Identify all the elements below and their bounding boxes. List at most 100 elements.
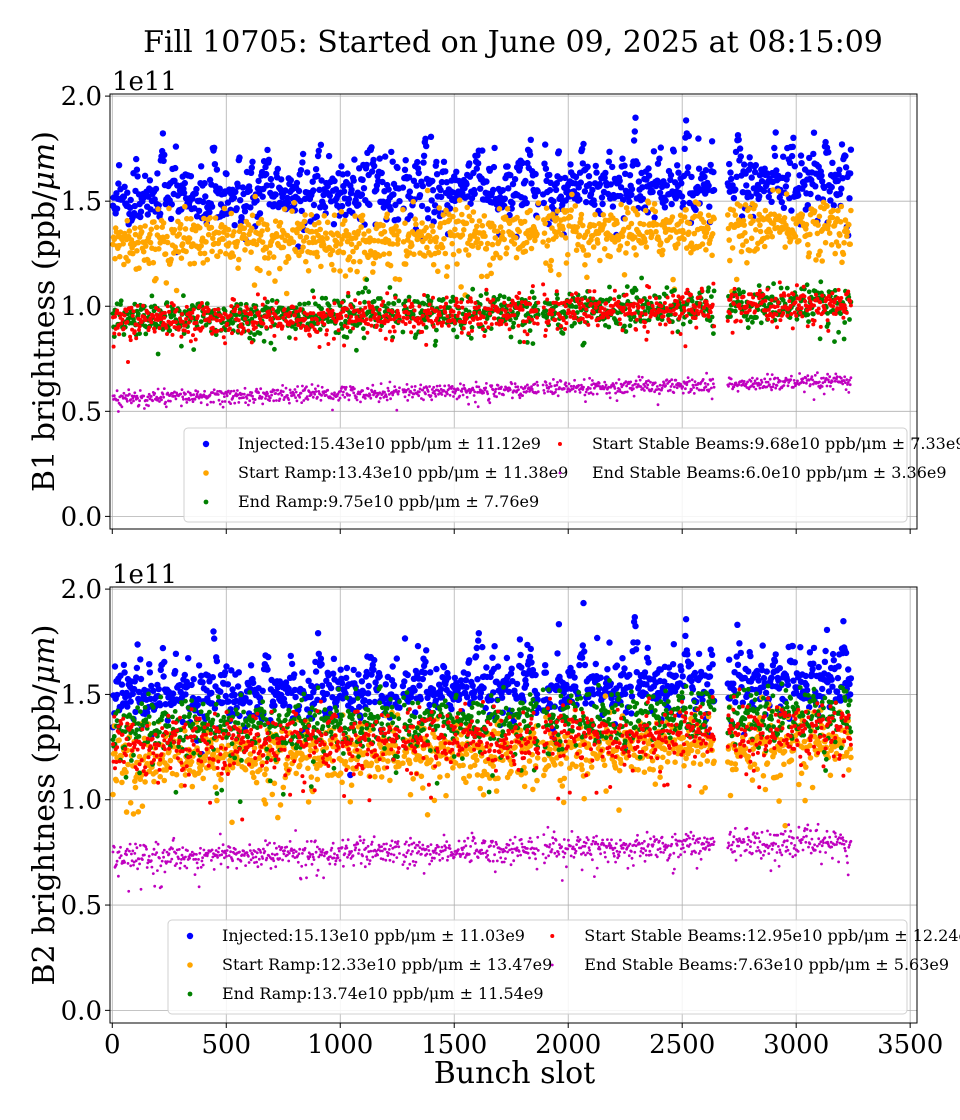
data-point [283,290,290,297]
data-point [645,386,649,390]
data-point [564,321,569,326]
data-point [478,240,484,247]
data-point [817,336,823,342]
data-point [137,403,141,407]
data-point [847,241,853,247]
data-point [546,390,550,393]
data-point [832,339,837,344]
data-point [113,314,117,319]
data-point [364,277,370,283]
figure-title: Fill 10705: Started on June 09, 2025 at … [143,25,883,60]
data-point [536,390,540,394]
data-point [223,400,227,403]
data-point [434,394,438,398]
data-point [319,398,323,402]
data-point [246,187,253,194]
data-point [326,303,332,308]
data-point [787,299,792,304]
data-point [121,183,128,190]
data-point [576,196,583,203]
data-point [848,303,853,308]
data-point [396,228,402,235]
data-point [481,327,485,332]
data-point [428,385,431,388]
data-point [245,307,250,311]
data-point [211,161,219,168]
data-point [543,328,548,333]
data-point [453,168,460,175]
data-point [401,315,406,320]
data-point [688,173,695,181]
data-point [778,198,785,206]
data-point [634,211,641,218]
data-point [217,248,224,255]
data-point [685,287,690,292]
data-point [658,322,663,327]
data-point [675,299,680,304]
data-point [260,302,265,307]
data-point [247,204,254,211]
data-point [156,387,160,391]
data-point [523,239,530,246]
data-point [162,310,167,315]
data-point [663,322,668,327]
data-point [628,191,635,198]
data-point [609,163,616,171]
data-point [124,217,131,224]
data-point [179,241,186,247]
data-point [589,186,596,194]
data-point [398,386,401,390]
data-point [490,384,494,387]
data-point [405,383,409,386]
data-point [152,185,160,193]
data-point [618,201,624,208]
data-point [312,295,316,300]
data-point [177,221,184,228]
data-point [410,304,415,309]
data-point [631,245,637,251]
data-point [230,331,234,336]
data-point [156,246,162,252]
data-point [149,293,155,299]
data-point [302,301,307,307]
data-point [847,146,855,153]
data-point [342,211,349,219]
data-point [495,395,498,399]
data-point [405,315,410,320]
data-point [309,393,313,397]
data-point [216,393,220,396]
data-point [504,322,509,327]
data-point [301,384,304,388]
data-point [680,321,686,327]
data-point [443,394,447,398]
data-point [418,202,426,210]
data-point [686,220,693,227]
data-point [167,215,175,223]
data-point [534,188,541,195]
data-point [344,335,350,340]
data-point [338,163,345,170]
data-point [796,306,801,311]
data-point [765,287,770,292]
data-point [263,170,270,178]
data-point [750,319,755,325]
data-point [607,284,612,290]
data-point [412,308,417,313]
data-point [681,214,688,220]
data-point [418,390,421,394]
data-point [198,319,204,324]
data-point [394,388,398,392]
data-point [503,250,510,257]
data-point [844,310,849,315]
data-point [846,289,851,294]
data-point [582,378,586,381]
data-point [236,389,239,392]
data-point [210,235,216,242]
data-point [227,326,232,331]
data-point [465,299,470,304]
data-point [353,298,358,303]
data-point [322,230,329,236]
data-point [197,225,203,231]
data-point [554,388,558,391]
data-point [260,395,264,399]
